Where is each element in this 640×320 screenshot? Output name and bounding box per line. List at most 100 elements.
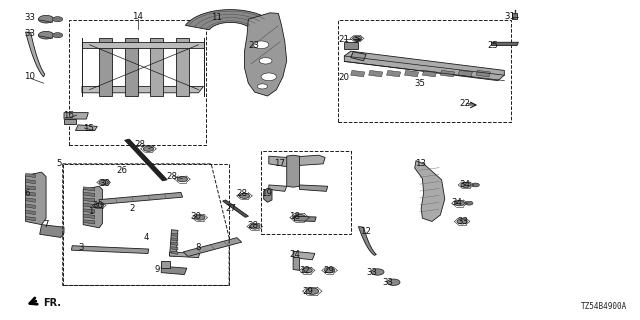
Polygon shape xyxy=(26,32,45,77)
Polygon shape xyxy=(172,251,178,254)
Circle shape xyxy=(95,203,104,208)
Text: 28: 28 xyxy=(134,140,145,149)
Text: 33: 33 xyxy=(383,278,394,287)
Polygon shape xyxy=(351,70,365,77)
Text: 30: 30 xyxy=(191,212,202,221)
Polygon shape xyxy=(269,155,325,166)
Text: 1: 1 xyxy=(88,207,94,216)
Polygon shape xyxy=(26,180,35,184)
Text: 29: 29 xyxy=(302,287,313,296)
Polygon shape xyxy=(83,214,95,219)
Polygon shape xyxy=(244,13,287,96)
Polygon shape xyxy=(344,51,504,81)
Text: 28: 28 xyxy=(166,172,177,181)
Bar xyxy=(69,20,206,145)
Polygon shape xyxy=(512,13,517,19)
Text: 26: 26 xyxy=(116,166,127,175)
Circle shape xyxy=(465,201,473,205)
Text: 33: 33 xyxy=(24,13,35,22)
Text: 33: 33 xyxy=(458,217,468,226)
Bar xyxy=(63,164,229,285)
Text: 31: 31 xyxy=(504,12,515,21)
Polygon shape xyxy=(293,251,315,260)
Text: 3: 3 xyxy=(78,243,84,252)
Polygon shape xyxy=(404,70,419,77)
Circle shape xyxy=(371,269,384,275)
Circle shape xyxy=(257,84,268,89)
Text: 7: 7 xyxy=(44,220,49,229)
Polygon shape xyxy=(64,119,76,124)
Polygon shape xyxy=(476,70,490,77)
Polygon shape xyxy=(176,38,189,96)
Text: 24: 24 xyxy=(289,250,300,259)
Circle shape xyxy=(472,183,479,187)
Text: 14: 14 xyxy=(132,12,143,20)
Text: FR.: FR. xyxy=(44,298,61,308)
Circle shape xyxy=(261,73,276,81)
Polygon shape xyxy=(82,42,204,48)
Circle shape xyxy=(253,41,269,49)
Polygon shape xyxy=(440,70,454,77)
Text: 27: 27 xyxy=(225,204,236,213)
Polygon shape xyxy=(492,42,518,45)
Polygon shape xyxy=(82,86,204,93)
Polygon shape xyxy=(99,38,112,96)
Polygon shape xyxy=(293,258,300,270)
Polygon shape xyxy=(64,113,88,119)
Text: 34: 34 xyxy=(451,198,462,207)
Polygon shape xyxy=(83,209,95,213)
Circle shape xyxy=(239,193,250,198)
Circle shape xyxy=(143,146,154,151)
Text: TZ54B4900A: TZ54B4900A xyxy=(581,302,627,311)
Circle shape xyxy=(457,219,467,224)
Circle shape xyxy=(38,31,54,39)
Text: 18: 18 xyxy=(289,212,300,221)
Polygon shape xyxy=(172,233,178,236)
Polygon shape xyxy=(415,161,445,221)
Polygon shape xyxy=(358,227,376,255)
Text: 29: 29 xyxy=(323,266,334,275)
Polygon shape xyxy=(83,220,95,224)
Polygon shape xyxy=(223,200,248,217)
Circle shape xyxy=(293,214,306,221)
Text: 13: 13 xyxy=(415,159,426,168)
Polygon shape xyxy=(344,42,358,49)
Polygon shape xyxy=(26,204,35,208)
Text: 22: 22 xyxy=(460,99,470,108)
Text: 28: 28 xyxy=(247,221,259,230)
Polygon shape xyxy=(125,139,167,181)
Polygon shape xyxy=(26,186,35,190)
Polygon shape xyxy=(269,185,287,191)
Polygon shape xyxy=(186,10,267,30)
Polygon shape xyxy=(183,238,242,256)
Text: 10: 10 xyxy=(24,72,35,81)
Text: 21: 21 xyxy=(338,35,349,44)
Text: 30: 30 xyxy=(93,201,104,210)
Circle shape xyxy=(306,288,319,294)
Text: 16: 16 xyxy=(63,111,74,120)
Circle shape xyxy=(302,268,312,273)
Text: 11: 11 xyxy=(211,13,222,22)
Text: 28: 28 xyxy=(236,189,248,198)
Polygon shape xyxy=(83,186,102,228)
Circle shape xyxy=(461,182,471,188)
Text: 33: 33 xyxy=(366,268,377,277)
Text: 34: 34 xyxy=(460,180,470,188)
Polygon shape xyxy=(172,242,178,245)
Text: 15: 15 xyxy=(83,124,94,133)
Polygon shape xyxy=(161,261,170,268)
Polygon shape xyxy=(40,225,64,237)
Polygon shape xyxy=(264,188,272,202)
Polygon shape xyxy=(294,216,316,221)
Polygon shape xyxy=(83,192,95,196)
Polygon shape xyxy=(76,125,97,131)
Bar xyxy=(338,20,511,122)
Polygon shape xyxy=(99,192,182,204)
Polygon shape xyxy=(26,192,35,196)
Circle shape xyxy=(38,15,54,23)
Circle shape xyxy=(250,224,260,229)
Circle shape xyxy=(195,215,205,220)
Circle shape xyxy=(353,36,362,41)
Polygon shape xyxy=(369,70,383,77)
Text: 25: 25 xyxy=(488,41,499,50)
